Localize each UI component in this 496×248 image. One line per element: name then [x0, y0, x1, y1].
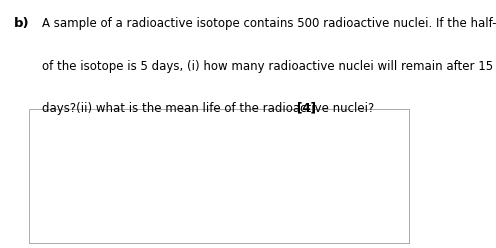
Bar — [29, 109, 409, 243]
Text: A sample of a radioactive isotope contains 500 radioactive nuclei. If the half-l: A sample of a radioactive isotope contai… — [42, 17, 496, 30]
Text: [4]: [4] — [297, 102, 316, 115]
Text: days?(ii) what is the mean life of the radioactive nuclei?: days?(ii) what is the mean life of the r… — [42, 102, 374, 115]
Text: b): b) — [14, 17, 30, 30]
Text: of the isotope is 5 days, (i) how many radioactive nuclei will remain after 15: of the isotope is 5 days, (i) how many r… — [42, 60, 494, 72]
